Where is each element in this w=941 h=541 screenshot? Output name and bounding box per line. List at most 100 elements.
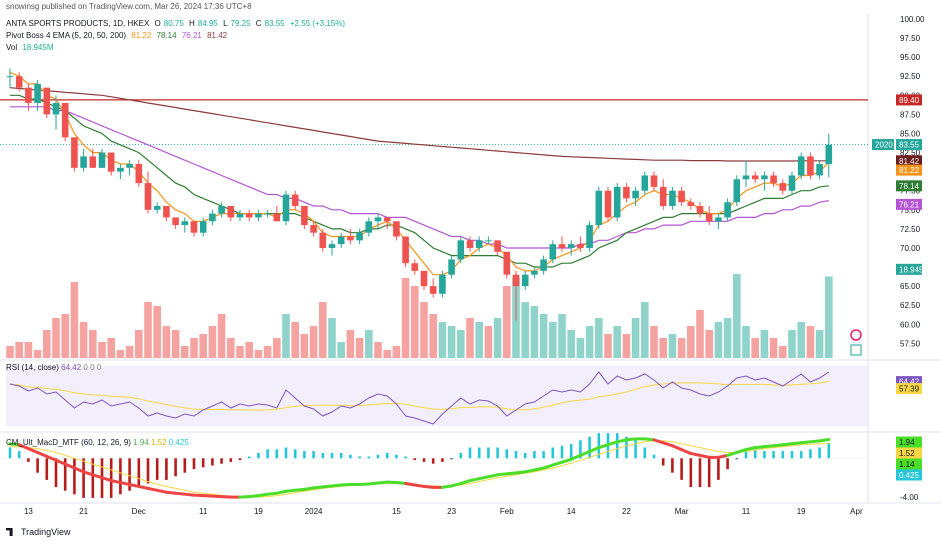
macd-line-segment xyxy=(505,471,518,476)
candle-body xyxy=(181,221,189,226)
alert-icon xyxy=(850,329,862,341)
candle-body xyxy=(328,244,336,248)
macd-histogram-bar xyxy=(358,456,361,459)
macd-histogram-bar xyxy=(533,451,536,459)
candle-body xyxy=(494,240,501,252)
macd-histogram-bar xyxy=(119,458,122,495)
volume-bar xyxy=(199,334,207,358)
volume-bar xyxy=(659,338,667,358)
price-tick-label: 92.50 xyxy=(900,72,921,81)
ema50-line xyxy=(10,106,829,249)
volume-bar xyxy=(677,338,686,358)
macd-histogram-bar xyxy=(312,451,315,459)
candle-body xyxy=(383,217,391,222)
candle-body xyxy=(144,183,152,210)
macd-line-segment xyxy=(100,476,113,483)
price-tick-label: 85.00 xyxy=(900,129,921,138)
macd-line-segment xyxy=(109,479,122,485)
tradingview-logo[interactable]: TradingView xyxy=(6,527,71,537)
volume-bar xyxy=(291,322,299,358)
macd-histogram-bar xyxy=(165,458,168,480)
time-tick-label: 2024 xyxy=(305,507,323,516)
macd-line-segment xyxy=(367,481,380,486)
macd-histogram-bar xyxy=(523,452,527,459)
candle-body xyxy=(503,251,511,275)
candle-body xyxy=(411,263,419,271)
macd-histogram-bar xyxy=(450,458,453,460)
candle-body xyxy=(264,213,271,215)
volume-bar xyxy=(696,310,704,358)
macd-histogram-bar xyxy=(698,458,702,488)
macd-histogram-bar xyxy=(809,449,812,459)
macd-line-segment xyxy=(450,482,463,488)
macd-line-segment xyxy=(128,482,141,488)
symbol-title[interactable]: ANTA SPORTS PRODUCTS, 1D, HKEX xyxy=(6,19,150,28)
ema50-value: 76.21 xyxy=(181,31,202,40)
rsi-value-box: 64.42 xyxy=(896,376,922,388)
candle-body xyxy=(623,186,630,199)
macd-value-box-text: 1.14 xyxy=(899,460,915,469)
macd-line-segment xyxy=(146,486,159,492)
volume-bar xyxy=(383,350,391,358)
candle-body xyxy=(236,213,244,218)
candle-body xyxy=(696,205,704,214)
rsi-legend[interactable]: RSI (14, close) 64.42 0 0 0 xyxy=(6,363,101,372)
macd-line-segment xyxy=(413,483,426,488)
candle-body xyxy=(733,179,741,203)
volume-bar xyxy=(116,350,125,358)
macd-value-2: 1.52 xyxy=(150,438,167,447)
macd-histogram-bar xyxy=(744,451,748,459)
candle-body xyxy=(797,156,805,176)
ema-legend[interactable]: Pivot Boss 4 EMA (5, 20, 50, 200) 81.22 … xyxy=(6,31,230,40)
macd-line-segment xyxy=(164,490,178,495)
macd-histogram-bar xyxy=(717,458,720,480)
volume-bar xyxy=(742,326,750,358)
volume-bar xyxy=(208,326,217,358)
volume-bar xyxy=(576,338,585,358)
candle-body xyxy=(669,190,676,206)
ema50-price-box-bg xyxy=(896,198,922,210)
candle-body xyxy=(245,213,253,218)
ema-label: Pivot Boss 4 EMA (5, 20, 50, 200) xyxy=(6,31,127,40)
time-tick-label: 22 xyxy=(622,507,631,516)
rsi-line xyxy=(9,371,830,425)
candle-body xyxy=(485,240,492,242)
macd-line-segment xyxy=(818,437,831,443)
macd-line-segment xyxy=(560,457,573,464)
volume-legend[interactable]: Vol 18.945M xyxy=(6,43,57,52)
macd-histogram-bar xyxy=(36,458,39,473)
low-label: L xyxy=(223,19,228,28)
volume-bar xyxy=(107,338,115,358)
macd-line-segment xyxy=(799,440,812,445)
macd-histogram-bar xyxy=(146,458,150,484)
open-label: O xyxy=(154,19,161,28)
volume-bar xyxy=(309,326,318,358)
macd-histogram-bar xyxy=(726,458,729,470)
price-tick-label: 57.50 xyxy=(900,339,921,348)
macd-histogram-bar xyxy=(192,458,196,470)
price-tick-label: 70.00 xyxy=(900,244,921,253)
volume-bar xyxy=(263,346,272,358)
low-value: 79.25 xyxy=(230,19,251,28)
macd-line-segment xyxy=(486,473,500,479)
volume-bar xyxy=(539,314,548,358)
macd-legend[interactable]: CM_Ult_MacD_MTF (60, 12, 26, 9) 1.94 1.5… xyxy=(6,438,189,447)
macd-histogram-bar xyxy=(441,458,444,462)
macd-histogram-bar xyxy=(73,458,76,495)
macd-histogram-bar xyxy=(404,456,407,459)
macd-line-segment xyxy=(422,484,435,489)
macd-line-segment xyxy=(542,463,555,470)
macd-line-segment xyxy=(45,454,58,462)
volume-bar xyxy=(585,326,594,358)
macd-histogram-bar xyxy=(634,440,637,459)
candle-body xyxy=(687,202,695,206)
macd-line-segment xyxy=(72,466,86,474)
publisher-line: snowinsg published on TradingView.com, M… xyxy=(6,2,252,11)
macd-line-segment xyxy=(63,462,76,470)
macd-value-box-bg xyxy=(896,436,922,448)
time-tick-label: 11 xyxy=(199,507,208,516)
macd-histogram-bar xyxy=(220,458,223,464)
macd-line-segment xyxy=(174,491,187,496)
price-tick-label: 97.50 xyxy=(900,34,921,43)
